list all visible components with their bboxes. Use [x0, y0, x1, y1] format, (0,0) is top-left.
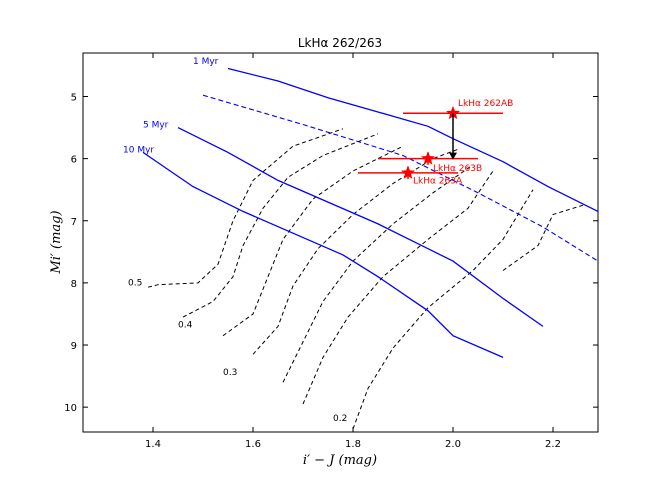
star-label: LkHα 263A	[413, 176, 463, 186]
mass-track	[222, 145, 404, 337]
isochrone-line	[227, 67, 599, 212]
dashed-isochrone-line	[202, 94, 599, 262]
isochrone-line	[177, 127, 544, 327]
y-axis-label: Mi′ (mag)	[49, 210, 64, 274]
x-tick-label: 2.2	[545, 439, 561, 450]
y-tick-label: 8	[71, 279, 77, 290]
star-marker	[421, 151, 435, 165]
x-tick-label: 1.6	[245, 439, 261, 450]
isochrone-line	[142, 151, 504, 358]
stars: LkHα 262AB LkHα 263B LkHα 263A	[358, 99, 513, 186]
mass-track-label: 0.4	[178, 321, 193, 331]
isochrone-label: 10 Myr	[123, 145, 154, 155]
y-tick-label: 5	[71, 92, 77, 103]
plot-area	[82, 52, 599, 433]
chart-title: LkHα 262/263	[298, 36, 382, 50]
y-tick-label: 6	[71, 155, 77, 166]
star-marker	[401, 165, 415, 179]
isochrone-label: 5 Myr	[143, 121, 169, 131]
isochrone-label: 1 Myr	[193, 57, 219, 67]
mass-track	[182, 133, 379, 318]
x-axis-label: i′ − J (mag)	[303, 453, 377, 468]
x-tick-label: 1.4	[145, 439, 161, 450]
arrow-head	[449, 152, 457, 160]
mass-track	[147, 128, 344, 288]
mass-track-label: 0.3	[223, 368, 237, 378]
isochrones: 1 Myr 5 Myr 10 Myr	[123, 57, 599, 358]
mass-track	[352, 189, 534, 430]
y-tick-label: 9	[71, 341, 77, 352]
mass-track-label: 0.2	[333, 414, 347, 424]
mass-track-label: 0.5	[128, 278, 142, 288]
mass-track	[252, 148, 459, 355]
star-label: LkHα 263B	[433, 164, 482, 174]
x-tick-label: 2.0	[445, 439, 461, 450]
star-label: LkHα 262AB	[458, 99, 513, 109]
ticks: 1.4 1.6 1.8 2.0 2.2 5 6 7 8 9 10	[64, 53, 598, 450]
mass-track	[302, 170, 494, 405]
y-tick-label: 7	[71, 217, 77, 228]
y-tick-label: 10	[64, 403, 77, 414]
x-tick-label: 1.8	[345, 439, 361, 450]
mass-track	[502, 204, 584, 271]
